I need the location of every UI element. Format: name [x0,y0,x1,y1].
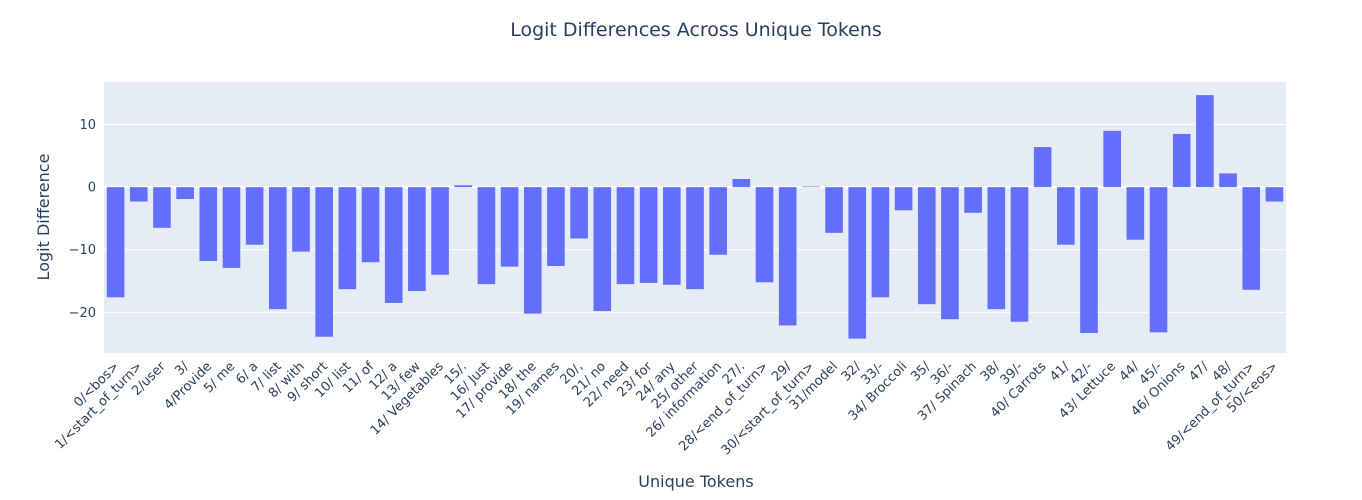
bar [1149,187,1168,333]
x-tick-label: 47/ [1186,359,1212,385]
y-tick-label: 10 [79,118,96,133]
bar [199,187,218,261]
bar [639,187,658,283]
bar [1033,147,1052,188]
bar [129,187,148,202]
chart-title: Logit Differences Across Unique Tokens [510,19,882,41]
bar [871,187,890,298]
bar [686,187,704,290]
bar [732,179,751,188]
y-tick-label: −10 [69,243,96,258]
bar [361,187,380,263]
bar [987,187,1006,310]
y-tick-label: 0 [88,181,96,196]
bar [1010,187,1029,322]
bar [384,187,403,303]
bar [848,187,867,339]
bar [616,187,635,285]
bar [894,187,913,211]
bar [338,187,357,290]
bar [825,187,843,233]
bar [570,187,588,239]
bar [964,187,982,213]
bar [292,187,310,252]
x-axis-ticks: 0/<bos>1/<start_of_turn>2/user 3/4/Provid… [52,359,1281,459]
bar [408,187,426,292]
bar [917,187,936,305]
bar [1057,187,1075,245]
bar [106,187,125,298]
bar [802,186,820,188]
x-axis-title: Unique Tokens [638,472,753,491]
bar [269,187,287,310]
y-axis-ticks: −20 −10 0 10 [69,118,96,321]
bar [1126,187,1145,240]
bar [222,187,241,268]
bar [1103,130,1121,188]
bar [454,185,473,188]
y-tick-label: −20 [69,306,96,321]
bars [106,95,1284,339]
bar [477,187,496,285]
bar [500,187,519,267]
bar [709,187,727,255]
bar [1196,95,1214,188]
bar [755,187,774,283]
bar [941,187,959,320]
bar [1219,173,1237,188]
bar [1242,187,1261,290]
bar [523,187,542,314]
bar [153,187,171,228]
bar [176,187,194,200]
bar [1172,133,1191,188]
bar [1080,187,1098,333]
bar [245,187,264,245]
bar [778,187,797,326]
bar [593,187,612,312]
bar [547,187,565,267]
bar [431,187,449,275]
bar [1265,187,1284,202]
bar [315,187,333,337]
bar [663,187,681,285]
y-axis-title: Logit Difference [34,154,53,281]
